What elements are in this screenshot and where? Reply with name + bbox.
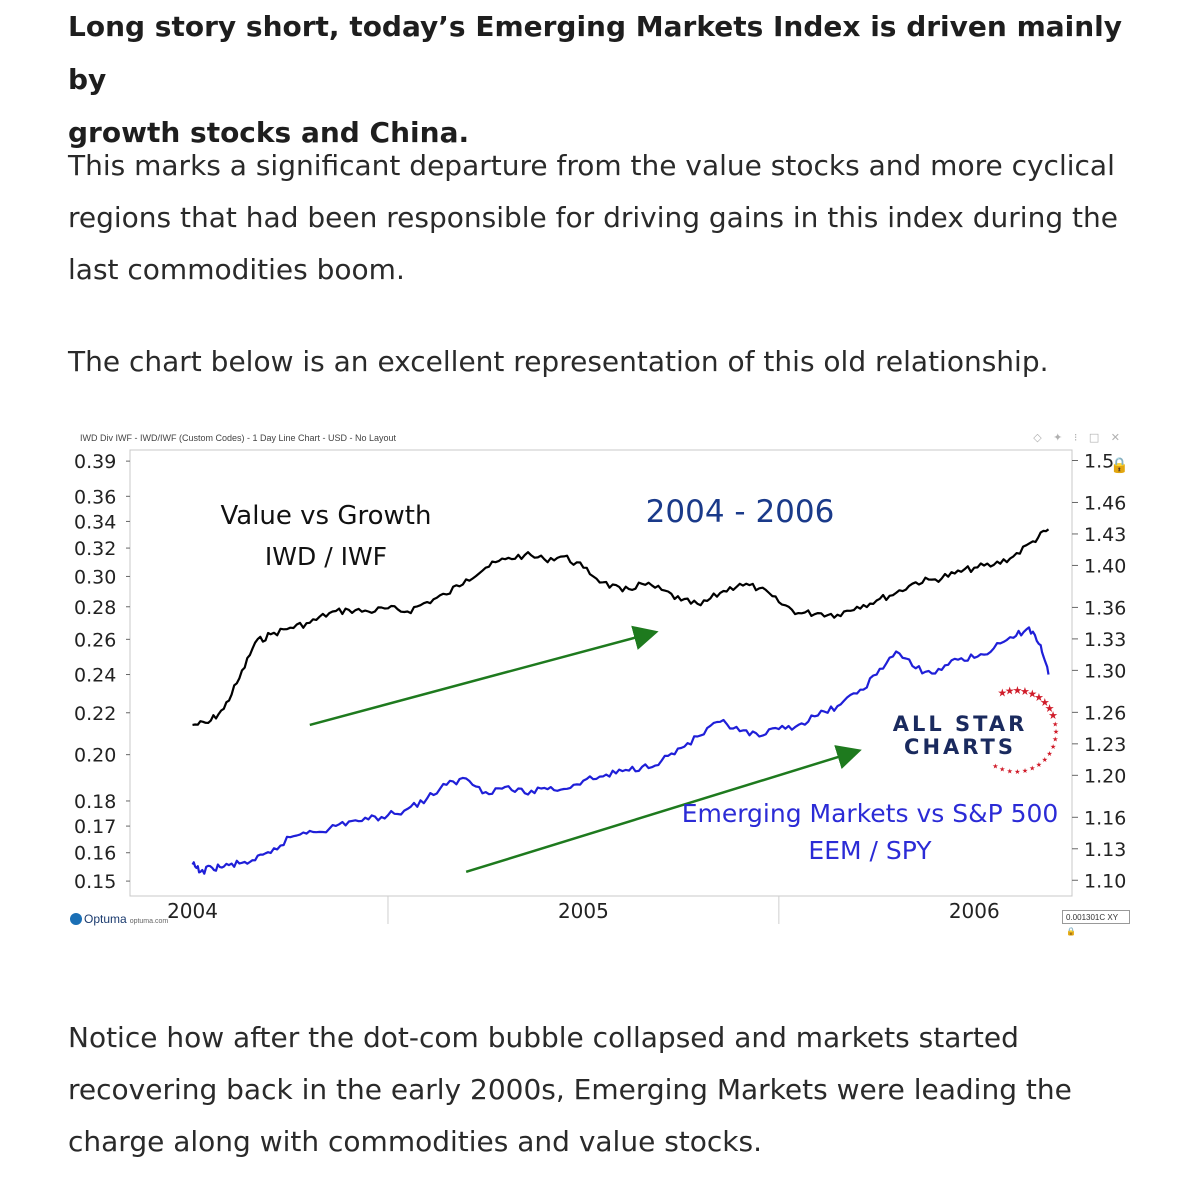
optuma-brand: Optuma: [84, 912, 127, 926]
annotation-label: Value vs Growth: [221, 501, 432, 531]
y-right-tick-label: 1.33: [1084, 629, 1126, 651]
y-right-tick-label: 1.23: [1084, 734, 1126, 756]
p3-line-3: charge along with commodities and value …: [68, 1125, 762, 1158]
logo-star-icon: ★: [1040, 696, 1050, 709]
logo-star-icon: ★: [1050, 743, 1056, 751]
p1-line-2: regions that had been responsible for dr…: [68, 201, 1118, 234]
x-tick-label: 2004: [167, 899, 218, 923]
y-left-tick-label: 0.32: [74, 538, 116, 560]
y-right-tick-label: 1.26: [1084, 702, 1126, 724]
y-right-tick-label: 1.40: [1084, 555, 1126, 577]
logo-star-icon: ★: [1014, 768, 1020, 776]
logo-star-icon: ★: [1052, 720, 1058, 728]
lead-line-2: growth stocks and China.: [68, 116, 470, 149]
y-right-tick-label: 1.10: [1084, 870, 1126, 892]
logo-star-icon: ★: [1022, 767, 1028, 775]
paragraph-departure: This marks a significant departure from …: [68, 140, 1148, 296]
logo-star-icon: ★: [1029, 765, 1035, 773]
annotation-label: EEM / SPY: [808, 836, 932, 865]
logo-star-icon: ★: [1048, 709, 1058, 722]
lead-line-1: Long story short, today’s Emerging Marke…: [68, 10, 1123, 96]
y-left-tick-label: 0.15: [74, 871, 116, 893]
optuma-url: optuma.com: [129, 918, 169, 925]
plot-border: [129, 449, 1073, 897]
optuma-logo: Optuma optuma.com: [70, 912, 168, 926]
chart-svg: 2004 2005 2006 0.39 0.36 0.34 0.32 0.30 0.28 0.26…: [74, 449, 1129, 924]
y-left-tick-label: 0.36: [74, 486, 116, 508]
chart-header-tools[interactable]: ◇ ✦ ⁝ □ ✕: [1033, 431, 1124, 444]
chart-container: IWD Div IWF - IWD/IWF (Custom Codes) - 1…: [68, 430, 1132, 936]
y-right-tick-label: 1.43: [1084, 524, 1126, 546]
logo-star-icon: ★: [1007, 768, 1013, 776]
logo-line-1: ALL STAR: [893, 712, 1028, 736]
y-left-tick-label: 0.20: [74, 745, 116, 767]
optuma-icon: [70, 913, 82, 925]
p3-line-2: recovering back in the early 2000s, Emer…: [68, 1073, 1072, 1106]
x-tick-label: 2006: [949, 899, 1000, 923]
p1-line-3: last commodities boom.: [68, 253, 405, 286]
y-left-tick-label: 0.22: [74, 703, 116, 725]
y-left-tick-label: 0.39: [74, 451, 116, 473]
y-right-tick-label: 1.20: [1084, 765, 1126, 787]
logo-star-icon: ★: [1036, 761, 1042, 769]
logo-star-icon: ★: [1020, 685, 1030, 698]
y-left-tick-label: 0.30: [74, 566, 116, 588]
logo-star-icon: ★: [1005, 684, 1015, 697]
y-right-tick-label: 1.13: [1084, 839, 1126, 861]
lead-paragraph: Long story short, today’s Emerging Marke…: [68, 0, 1148, 159]
xy-readout[interactable]: 0.001301C XY 🔒: [1062, 910, 1130, 936]
series-line-0: [192, 528, 1050, 726]
p1-line-1: This marks a significant departure from …: [68, 149, 1115, 182]
y-left-tick-label: 0.17: [74, 816, 116, 838]
p3-line-1: Notice how after the dot-com bubble coll…: [68, 1021, 1019, 1054]
lock-icon: 🔒: [1110, 456, 1129, 474]
y-left-tick-label: 0.28: [74, 597, 116, 619]
y-left-tick-label: 0.18: [74, 791, 116, 813]
trend-arrow-1: [465, 745, 862, 874]
y-right-tick-label: 1.36: [1084, 597, 1126, 619]
x-tick-label: 2005: [558, 899, 609, 923]
y-left-tick-label: 0.34: [74, 511, 116, 533]
logo-line-2: CHARTS: [904, 735, 1016, 759]
y-right-tick-label: 1.5: [1084, 450, 1114, 472]
trend-arrow-0: [309, 625, 659, 727]
logo-star-icon: ★: [992, 762, 998, 770]
annotation-label: Emerging Markets vs S&P 500: [682, 799, 1059, 828]
y-left-tick-label: 0.16: [74, 843, 116, 865]
logo-star-icon: ★: [1012, 684, 1022, 697]
y-right-tick-label: 1.46: [1084, 492, 1126, 514]
logo-star-icon: ★: [1045, 702, 1055, 715]
logo-star-icon: ★: [1034, 691, 1044, 704]
paragraph-chart-intro: The chart below is an excellent represen…: [68, 345, 1049, 378]
logo-star-icon: ★: [1027, 687, 1037, 700]
y-left-tick-label: 0.24: [74, 665, 116, 687]
y-right-tick-label: 1.30: [1084, 660, 1126, 682]
y-right-tick-label: 1.16: [1084, 807, 1126, 829]
logo-star-icon: ★: [1053, 728, 1059, 736]
series-line-1: [191, 626, 1050, 875]
chart-title: 2004 - 2006: [646, 494, 835, 530]
logo-star-icon: ★: [999, 766, 1005, 774]
y-left-tick-label: 0.26: [74, 629, 116, 651]
chart-header-title: IWD Div IWF - IWD/IWF (Custom Codes) - 1…: [80, 433, 397, 443]
logo-star-icon: ★: [1052, 736, 1058, 744]
paragraph-dotcom: Notice how after the dot-com bubble coll…: [68, 1012, 1148, 1168]
logo-star-icon: ★: [1046, 750, 1052, 758]
logo-star-icon: ★: [997, 686, 1007, 699]
annotation-label: IWD / IWF: [265, 542, 387, 571]
logo-star-icon: ★: [1042, 756, 1048, 764]
